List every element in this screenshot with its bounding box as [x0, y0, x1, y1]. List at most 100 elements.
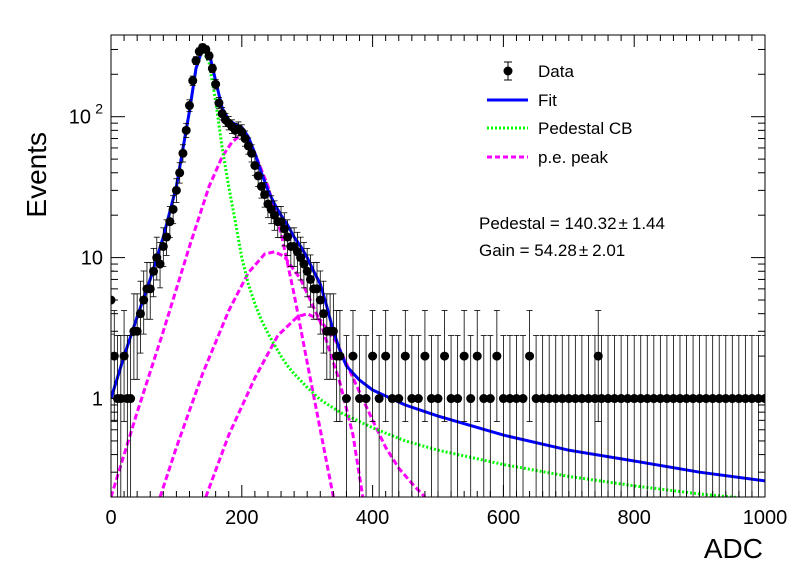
curve-p-e-peak-3	[204, 312, 426, 497]
data-point	[518, 394, 528, 404]
gain-pm: ±	[579, 241, 588, 260]
pedestal-result: Pedestal = 140.32 ±1.44	[479, 214, 665, 233]
x-tick-label: 800	[618, 507, 651, 529]
y-tick-exponent: 2	[95, 101, 103, 117]
x-tick-label: 400	[356, 507, 389, 529]
data-point	[426, 394, 436, 404]
data-point	[335, 351, 345, 361]
y-tick-label: 10	[81, 248, 103, 270]
data-point	[394, 394, 404, 404]
x-tick-label: 0	[105, 507, 116, 529]
data-point	[433, 394, 443, 404]
data-point	[240, 134, 250, 144]
data-point	[551, 394, 561, 404]
legend-entry-pedestal: Pedestal CB	[487, 119, 633, 138]
data-point	[188, 76, 198, 86]
data-point	[472, 351, 482, 361]
data-point	[162, 232, 172, 242]
data-point	[721, 394, 731, 404]
data-point	[168, 204, 178, 214]
data-point	[695, 394, 705, 404]
data-point	[126, 394, 136, 404]
data-point	[727, 394, 737, 404]
data-point	[590, 394, 600, 404]
data-point	[446, 394, 456, 404]
data-point	[135, 309, 145, 319]
data-point	[453, 394, 463, 404]
x-axis-ticks: 0 200 400 600 800 1000	[105, 35, 787, 529]
data-point	[276, 217, 286, 227]
data-point	[505, 394, 515, 404]
data-point	[740, 394, 750, 404]
data-point	[149, 266, 159, 276]
x-axis-label: ADC	[704, 533, 763, 564]
data-point	[440, 351, 450, 361]
x-tick-label: 200	[225, 507, 258, 529]
data-point	[374, 394, 384, 404]
data-point	[714, 394, 724, 404]
data-point	[283, 232, 293, 242]
data-point	[525, 351, 535, 361]
data-point	[181, 125, 191, 135]
data-point	[299, 259, 309, 269]
data-point	[557, 394, 567, 404]
data-point	[492, 351, 502, 361]
data-point	[400, 351, 410, 361]
data-point	[668, 394, 678, 404]
data-point	[361, 394, 371, 404]
legend-label-fit: Fit	[538, 91, 557, 110]
data-point	[158, 241, 168, 251]
data-point	[420, 351, 430, 361]
legend-data-marker	[503, 66, 513, 76]
data-point	[701, 394, 711, 404]
data-point	[178, 148, 188, 158]
data-point	[328, 326, 338, 336]
data-point	[253, 171, 263, 181]
data-point	[662, 394, 672, 404]
data-point	[675, 394, 685, 404]
data-point	[247, 148, 257, 158]
data-point	[355, 394, 365, 404]
data-point	[184, 101, 194, 111]
legend-entry-pe-peak: p.e. peak	[487, 148, 608, 167]
data-point	[207, 63, 217, 73]
data-point	[708, 394, 718, 404]
data-point	[368, 351, 378, 361]
data-point	[348, 351, 358, 361]
data-point	[616, 394, 626, 404]
data-point	[214, 98, 224, 108]
data-point	[511, 394, 521, 404]
data-point	[260, 190, 270, 200]
data-point	[256, 181, 266, 191]
data-point	[279, 224, 289, 234]
data-point	[243, 141, 253, 151]
data-point	[531, 394, 541, 404]
data-point	[629, 394, 639, 404]
data-point	[204, 51, 214, 61]
data-point	[682, 394, 692, 404]
data-point	[381, 351, 391, 361]
legend-label-pedestal: Pedestal CB	[538, 119, 633, 138]
data-point	[341, 394, 351, 404]
data-point	[642, 394, 652, 404]
x-tick-label: 1000	[743, 507, 788, 529]
fit-results: Pedestal = 140.32 ±1.44 Gain = 54.28 ±2.01	[479, 214, 665, 260]
data-point	[623, 394, 633, 404]
data-point	[564, 394, 574, 404]
data-point	[175, 168, 185, 178]
data-point	[479, 394, 489, 404]
data-point	[734, 394, 744, 404]
data-point	[636, 394, 646, 404]
plot-area	[111, 42, 765, 497]
data-point	[145, 284, 155, 294]
data-point	[583, 394, 593, 404]
data-point	[577, 394, 587, 404]
data-point	[498, 394, 508, 404]
pedestal-error: 1.44	[632, 214, 665, 233]
data-point	[407, 394, 417, 404]
data-point	[593, 351, 603, 361]
data-point	[688, 394, 698, 404]
